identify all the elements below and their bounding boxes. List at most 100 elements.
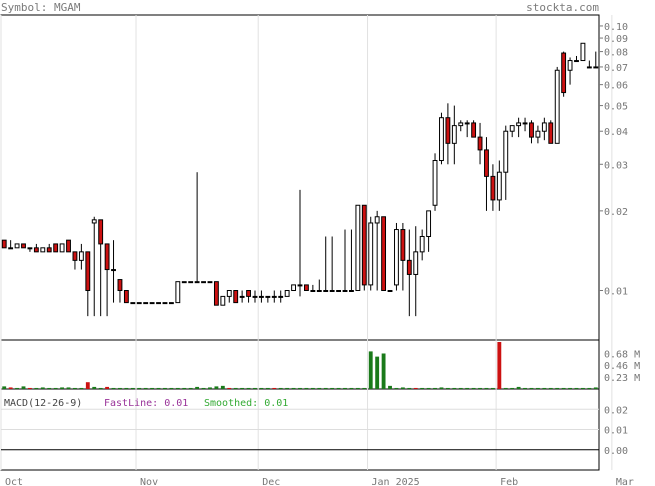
candle-body bbox=[246, 290, 251, 297]
candle-body bbox=[252, 295, 258, 298]
volume-bar bbox=[143, 387, 148, 389]
volume-bar bbox=[34, 387, 39, 389]
candle-body bbox=[258, 295, 264, 298]
volume-bar bbox=[47, 387, 52, 389]
candle-body bbox=[484, 149, 489, 177]
candle-body bbox=[477, 136, 483, 151]
candle-body bbox=[368, 222, 374, 286]
volume-bar bbox=[394, 387, 399, 389]
volume-bar bbox=[420, 387, 425, 389]
volume-bar bbox=[452, 387, 457, 389]
candle-body bbox=[8, 247, 14, 250]
price-tick-label: 0.07 bbox=[604, 63, 628, 74]
candle-body bbox=[451, 125, 457, 144]
candle-body bbox=[181, 281, 187, 284]
volume-bar bbox=[8, 387, 13, 389]
volume-bar bbox=[182, 387, 187, 389]
panel-frames bbox=[0, 14, 613, 471]
volume-bar bbox=[15, 387, 20, 389]
volume-bar bbox=[355, 387, 360, 389]
candle-body bbox=[291, 284, 296, 292]
candle-body bbox=[143, 302, 149, 305]
volume-bar bbox=[523, 387, 527, 389]
macd-fast-legend: FastLine: 0.01 bbox=[104, 398, 188, 409]
price-tick-label: 0.06 bbox=[604, 81, 628, 92]
candle-body bbox=[207, 281, 213, 284]
candle-body bbox=[516, 122, 522, 127]
candle-body bbox=[458, 122, 464, 127]
volume-bar bbox=[413, 387, 418, 389]
candle-body bbox=[213, 281, 219, 306]
volume-bar bbox=[388, 385, 392, 389]
volume-bar bbox=[433, 387, 437, 389]
volume-tick-label: 0.68 M bbox=[604, 349, 640, 360]
volume-bar bbox=[400, 387, 405, 389]
candle-body bbox=[98, 219, 104, 245]
x-tick-label: Mar bbox=[616, 477, 634, 486]
price-tick-label: 0.09 bbox=[604, 34, 628, 45]
volume-panel bbox=[2, 342, 598, 389]
volume-bar bbox=[426, 387, 431, 389]
volume-bar bbox=[593, 387, 598, 389]
candle-body bbox=[574, 60, 579, 63]
candle-body bbox=[323, 290, 329, 293]
volume-bar bbox=[548, 387, 553, 389]
candle-body bbox=[361, 204, 367, 286]
candle-body bbox=[156, 302, 161, 305]
site-label[interactable]: stockta.com bbox=[526, 1, 599, 14]
candle-body bbox=[53, 243, 59, 253]
volume-bar bbox=[73, 387, 77, 389]
candle-body bbox=[233, 290, 239, 304]
candle-body bbox=[554, 69, 560, 144]
macd-smooth-legend: Smoothed: 0.01 bbox=[204, 398, 288, 409]
candle-body bbox=[278, 295, 284, 298]
volume-bar bbox=[330, 387, 335, 389]
candle-body bbox=[27, 247, 33, 250]
volume-bar bbox=[79, 387, 84, 389]
volume-bar bbox=[201, 387, 206, 389]
volume-bar bbox=[439, 387, 444, 389]
volume-bar bbox=[137, 387, 142, 389]
volume-bar bbox=[208, 387, 212, 389]
volume-bar bbox=[53, 387, 58, 389]
volume-bar bbox=[253, 387, 257, 389]
volume-bar bbox=[233, 387, 238, 389]
price-tick-label: 0.03 bbox=[604, 160, 628, 171]
candle-body bbox=[567, 60, 573, 71]
symbol-label: Symbol: MGAM bbox=[1, 1, 81, 14]
volume-bar bbox=[259, 387, 264, 389]
candle-body bbox=[381, 216, 387, 292]
x-tick-label: Nov bbox=[140, 477, 158, 486]
candle-body bbox=[342, 290, 348, 293]
volume-bar bbox=[484, 387, 489, 389]
volume-bar bbox=[28, 387, 32, 389]
volume-bar bbox=[580, 387, 585, 389]
volume-bar bbox=[471, 387, 476, 389]
candle-body bbox=[432, 160, 438, 206]
volume-bar bbox=[85, 382, 90, 389]
candle-body bbox=[316, 290, 322, 293]
volume-bar bbox=[175, 387, 180, 389]
volume-bar bbox=[368, 351, 373, 389]
volume-bar bbox=[465, 387, 470, 389]
volume-bar bbox=[98, 387, 103, 389]
candle-body bbox=[580, 42, 586, 62]
volume-bar bbox=[510, 387, 515, 389]
macd-panel: MACD(12-26-9) FastLine: 0.01 Smoothed: 0… bbox=[1, 398, 599, 451]
candle-body bbox=[496, 171, 502, 201]
candle-body bbox=[14, 243, 20, 249]
volume-bar bbox=[285, 387, 290, 389]
volume-bar bbox=[195, 386, 200, 389]
candle-body bbox=[586, 66, 592, 69]
volume-bar bbox=[130, 387, 135, 389]
volume-tick-label: 0.46 M bbox=[604, 361, 640, 372]
volume-bar bbox=[118, 387, 122, 389]
volume-bar bbox=[272, 387, 277, 389]
volume-bar bbox=[227, 387, 232, 389]
candle-body bbox=[310, 290, 316, 293]
x-tick-label: Jan 2025 bbox=[372, 477, 420, 486]
candle-body bbox=[387, 290, 393, 293]
candle-body bbox=[464, 122, 470, 125]
candle-body bbox=[188, 281, 194, 284]
